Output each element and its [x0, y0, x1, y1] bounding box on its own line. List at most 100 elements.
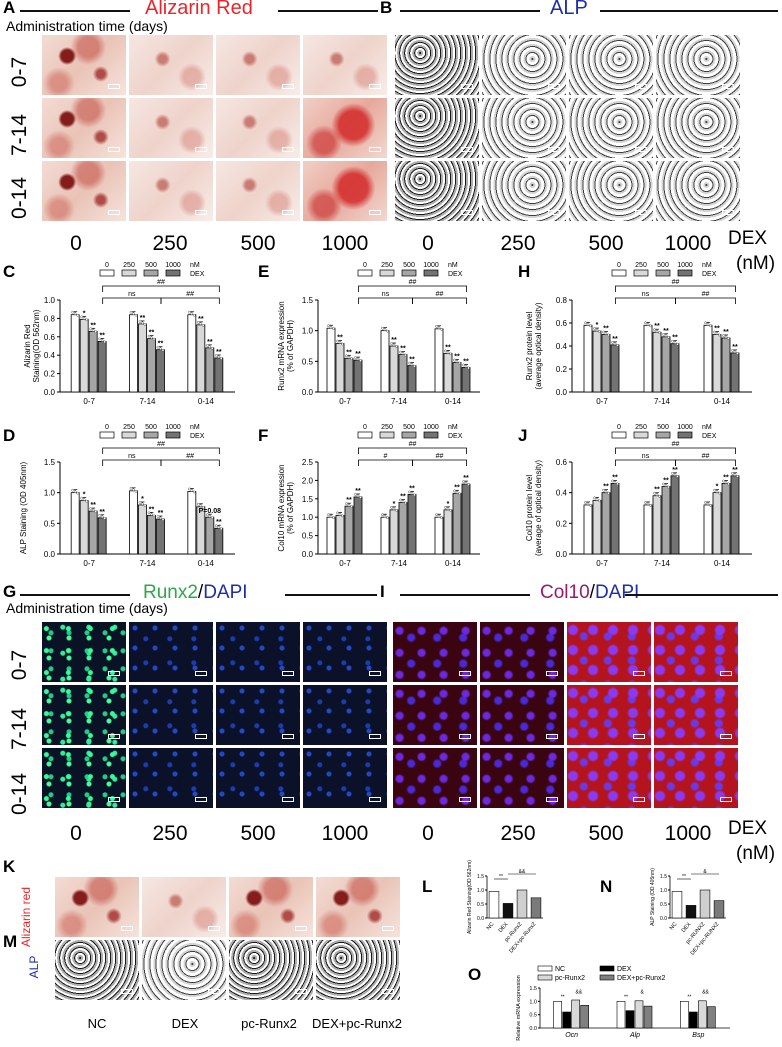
significance-mark: *: [141, 496, 144, 503]
panel-label-g: G: [3, 582, 17, 601]
x-tick-label: DEX: [681, 921, 693, 934]
scale-bar: [546, 797, 558, 802]
bar: [147, 514, 156, 555]
significance-bracket: [615, 285, 736, 292]
panel-label-e: E: [258, 262, 270, 281]
legend-swatch: [633, 431, 649, 439]
scale-bar: [633, 734, 645, 739]
bar: [601, 492, 611, 555]
bar: [502, 903, 514, 919]
dose-label: 250: [152, 822, 188, 845]
significance-mark: **: [346, 497, 352, 504]
data-point: [598, 330, 601, 333]
bar: [610, 483, 620, 555]
data-point: [455, 360, 459, 363]
significance-label: &: [641, 989, 645, 995]
data-point: [724, 335, 728, 339]
bar: [147, 338, 156, 393]
dose-label: 1000: [664, 232, 712, 255]
data-point: [718, 491, 721, 495]
x-tick-label: Ocn: [565, 1032, 578, 1039]
significance-bracket: [615, 459, 676, 466]
significance-label: ##: [157, 441, 165, 448]
scale-bar: [295, 926, 307, 931]
significance-mark: **: [663, 328, 669, 335]
data-point: [156, 515, 160, 518]
data-point: [347, 503, 351, 507]
data-point: [602, 488, 605, 492]
micrograph-tile: [393, 748, 477, 808]
significance-mark: **: [207, 339, 213, 346]
significance-label: &&: [576, 989, 583, 995]
data-point: [201, 505, 205, 509]
scale-bar: [720, 671, 732, 676]
x-tick-label: 0-7: [596, 559, 608, 568]
data-point: [156, 345, 160, 349]
data-point: [217, 355, 221, 359]
significance-bracket: [615, 447, 736, 454]
data-point: [464, 481, 468, 485]
data-point: [332, 327, 335, 331]
data-point: [733, 473, 737, 477]
row-label-alp: ALP: [27, 955, 41, 979]
significance-mark: **: [158, 510, 164, 517]
divider: [278, 10, 378, 12]
micrograph-tile: [567, 685, 651, 745]
significance-label: **: [624, 995, 628, 1001]
significance-label: **: [561, 995, 565, 1001]
data-point: [217, 525, 221, 529]
data-point: [455, 490, 459, 494]
micrograph-tile: [656, 35, 740, 95]
bar: [326, 327, 336, 393]
data-point: [73, 490, 77, 494]
significance-mark: **: [216, 519, 222, 526]
data-point: [671, 339, 674, 343]
data-point: [190, 312, 194, 316]
significance-mark: **: [454, 484, 460, 491]
data-point: [89, 507, 93, 510]
data-point: [731, 349, 734, 352]
data-point: [440, 516, 443, 520]
scale-bar: [195, 210, 207, 215]
data-point: [359, 496, 362, 499]
significance-bracket: [102, 285, 220, 292]
significance-label: ##: [186, 291, 194, 298]
panel-label-f: F: [258, 426, 269, 445]
data-point: [134, 489, 138, 493]
bar: [707, 1006, 716, 1029]
micrograph-tile: [216, 161, 300, 221]
y-tick-label: 0.6: [556, 458, 568, 467]
scale-bar: [282, 797, 294, 802]
significance-bracket: [358, 297, 413, 304]
significance-mark: **: [732, 344, 738, 351]
data-point: [644, 321, 647, 325]
micrograph-tile: [42, 622, 126, 682]
x-tick-label: 0-14: [198, 559, 215, 568]
data-point: [589, 324, 592, 328]
legend-swatch: [655, 431, 671, 439]
bar: [88, 510, 98, 555]
data-point: [152, 337, 156, 341]
bar: [398, 354, 408, 393]
bar: [196, 324, 206, 393]
bar: [79, 500, 89, 555]
data-point: [354, 493, 357, 496]
significance-mark: **: [603, 326, 609, 333]
x-tick-label: 7-14: [654, 397, 671, 406]
data-point: [356, 357, 360, 361]
data-point: [607, 491, 610, 495]
data-point: [467, 366, 470, 370]
legend-swatch: [599, 965, 615, 972]
group-label-dex: DEX: [171, 1016, 199, 1031]
significance-mark: **: [198, 316, 204, 323]
data-point: [201, 323, 205, 327]
micrograph-tile: [482, 35, 566, 95]
bar: [699, 889, 711, 919]
micrograph-tile: [316, 877, 400, 937]
bar: [553, 1001, 562, 1029]
bar: [407, 493, 417, 555]
micrograph-tile: [569, 161, 653, 221]
y-axis-label: Runx2 mRNA expression(% of GAPDH): [277, 301, 295, 390]
significance-label: ns: [642, 453, 650, 460]
scale-bar: [461, 84, 473, 89]
